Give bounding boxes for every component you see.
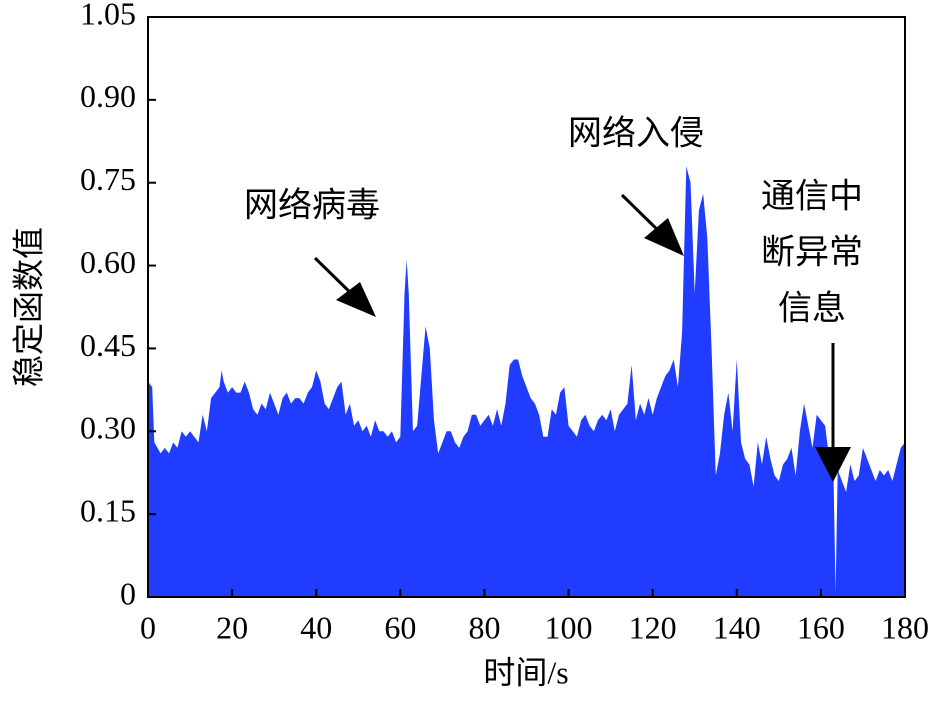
arrow-head (644, 218, 684, 256)
x-tick-label: 40 (300, 609, 332, 645)
y-tick-label: 0 (120, 575, 136, 611)
x-tick-label: 100 (545, 609, 593, 645)
x-axis-label: 时间/s (483, 654, 568, 690)
arrow-head (815, 447, 851, 482)
x-tick-label: 20 (216, 609, 248, 645)
annotation: 网络病毒 (244, 186, 380, 226)
x-tick-label: 60 (384, 609, 416, 645)
y-tick-label: 0.15 (80, 492, 136, 528)
x-tick-label: 160 (797, 609, 845, 645)
area (148, 166, 905, 597)
y-axis-label: 稳定函数值 (10, 227, 46, 387)
annotation: 网络入侵 (568, 114, 704, 154)
y-tick-label: 0.60 (80, 244, 136, 280)
x-tick-label: 120 (629, 609, 677, 645)
annotation: 断异常 (761, 233, 863, 273)
annotation: 信息 (778, 289, 846, 329)
y-tick-label: 0.90 (80, 78, 136, 114)
plot-frame (147, 16, 906, 598)
x-tick-label: 180 (881, 609, 929, 645)
arrows (313, 193, 851, 482)
x-tick-label: 0 (140, 609, 156, 645)
y-tick-label: 0.30 (80, 410, 136, 446)
y-tick-label: 0.75 (80, 161, 136, 197)
x-tick-label: 140 (713, 609, 761, 645)
arrow-head (336, 282, 376, 317)
y-tick-label: 1.05 (80, 0, 136, 31)
x-tick-label: 80 (468, 609, 500, 645)
y-tick-label: 0.45 (80, 327, 136, 363)
annotation: 通信中 (761, 177, 863, 217)
